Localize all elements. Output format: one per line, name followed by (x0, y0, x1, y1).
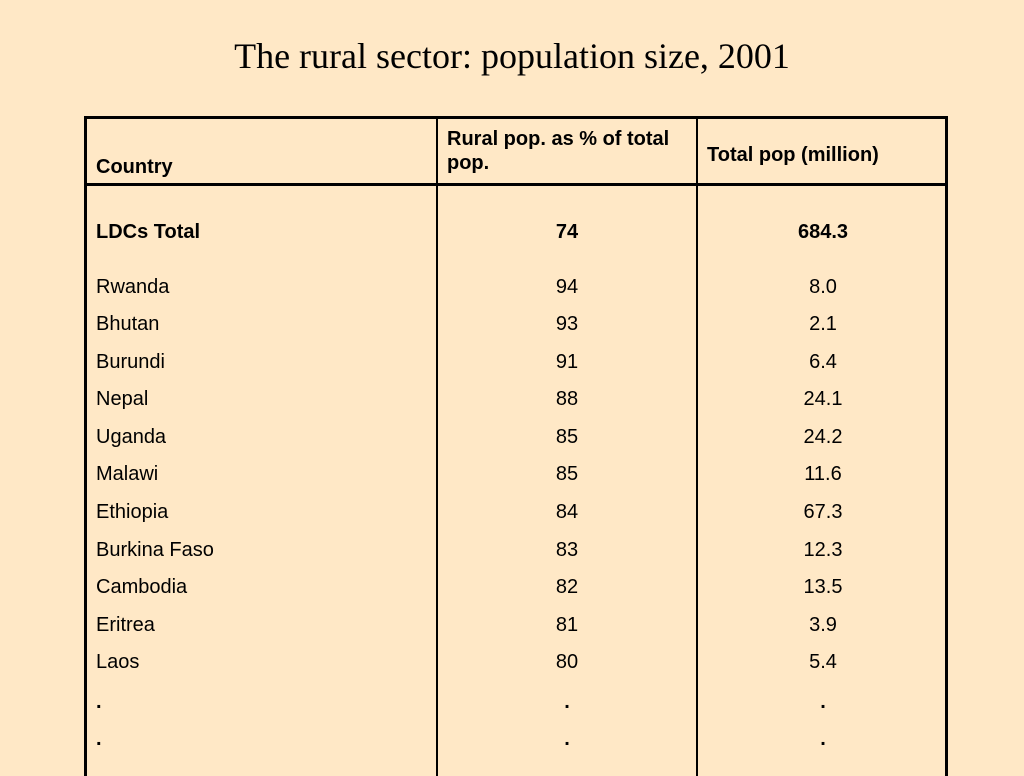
cell-total-pop: 2.1 (809, 313, 837, 335)
cell-total-pop: 13.5 (803, 576, 843, 598)
summary-total-pop: 684.3 (797, 221, 849, 243)
table-row: Burkina Faso 83 12.3 (87, 535, 945, 565)
cell-total-pop: 11.6 (804, 463, 842, 485)
cell-rural-pct: 82 (555, 576, 579, 598)
header-country: Country (96, 156, 173, 178)
cell-country: Laos (96, 651, 140, 673)
cell-total-pop: 5.4 (809, 651, 837, 673)
cell-total-pop: 6.4 (809, 351, 837, 373)
cell-total-pop: 24.1 (803, 388, 843, 410)
cell-rural-pct: 83 (555, 539, 579, 561)
cell-country: Ethiopia (96, 501, 169, 523)
cell-country: Burkina Faso (96, 539, 214, 561)
cell-rural-pct: 84 (555, 501, 579, 523)
cell-total-pop: 12.3 (803, 539, 843, 561)
cell-rural-pct: 85 (555, 463, 579, 485)
table-row: Malawi 85 11.6 (87, 459, 945, 489)
header-divider (87, 183, 945, 186)
table-row: Ethiopia 84 67.3 (87, 497, 945, 527)
cell-country: . (96, 691, 102, 713)
cell-rural-pct: 94 (555, 276, 579, 298)
summary-country: LDCs Total (96, 221, 201, 243)
header-total-pop: Total pop (million) (707, 144, 879, 166)
table-row: Uganda 85 24.2 (87, 422, 945, 452)
cell-country: Cambodia (96, 576, 188, 598)
population-table: Country Rural pop. as % of total pop. To… (84, 116, 948, 776)
cell-rural-pct: 80 (555, 651, 579, 673)
cell-country: Rwanda (96, 276, 170, 298)
cell-rural-pct: . (564, 728, 570, 750)
cell-total-pop: 8.0 (809, 276, 837, 298)
column-divider (696, 119, 698, 776)
cell-total-pop: . (820, 728, 826, 750)
summary-row: LDCs Total 74 684.3 (87, 217, 945, 247)
header-rural-pct: Rural pop. as % of total pop. (447, 128, 670, 174)
table-row: Burundi 91 6.4 (87, 347, 945, 377)
table-row: Bhutan 93 2.1 (87, 309, 945, 339)
page-title: The rural sector: population size, 2001 (234, 36, 790, 76)
cell-rural-pct: . (564, 691, 570, 713)
cell-total-pop: . (820, 691, 826, 713)
cell-total-pop: 24.2 (803, 426, 843, 448)
cell-total-pop: 3.9 (809, 614, 837, 636)
cell-rural-pct: 91 (555, 351, 579, 373)
cell-country: . (96, 728, 102, 750)
cell-rural-pct: 93 (555, 313, 579, 335)
cell-rural-pct: 85 (555, 426, 579, 448)
table-row: . . . (87, 687, 945, 717)
table-row: Nepal 88 24.1 (87, 384, 945, 414)
cell-country: Burundi (96, 351, 165, 373)
cell-country: Eritrea (96, 614, 155, 636)
cell-rural-pct: 81 (555, 614, 579, 636)
column-divider (436, 119, 438, 776)
cell-rural-pct: 88 (555, 388, 579, 410)
cell-country: Malawi (96, 463, 159, 485)
table-row: Cambodia 82 13.5 (87, 572, 945, 602)
cell-country: Uganda (96, 426, 167, 448)
table-row: . . . (87, 724, 945, 754)
table-row: Rwanda 94 8.0 (87, 272, 945, 302)
cell-total-pop: 67.3 (803, 501, 843, 523)
cell-country: Nepal (96, 388, 149, 410)
table-row: Eritrea 81 3.9 (87, 610, 945, 640)
summary-rural-pct: 74 (555, 221, 579, 243)
table-row: Laos 80 5.4 (87, 647, 945, 677)
cell-country: Bhutan (96, 313, 160, 335)
